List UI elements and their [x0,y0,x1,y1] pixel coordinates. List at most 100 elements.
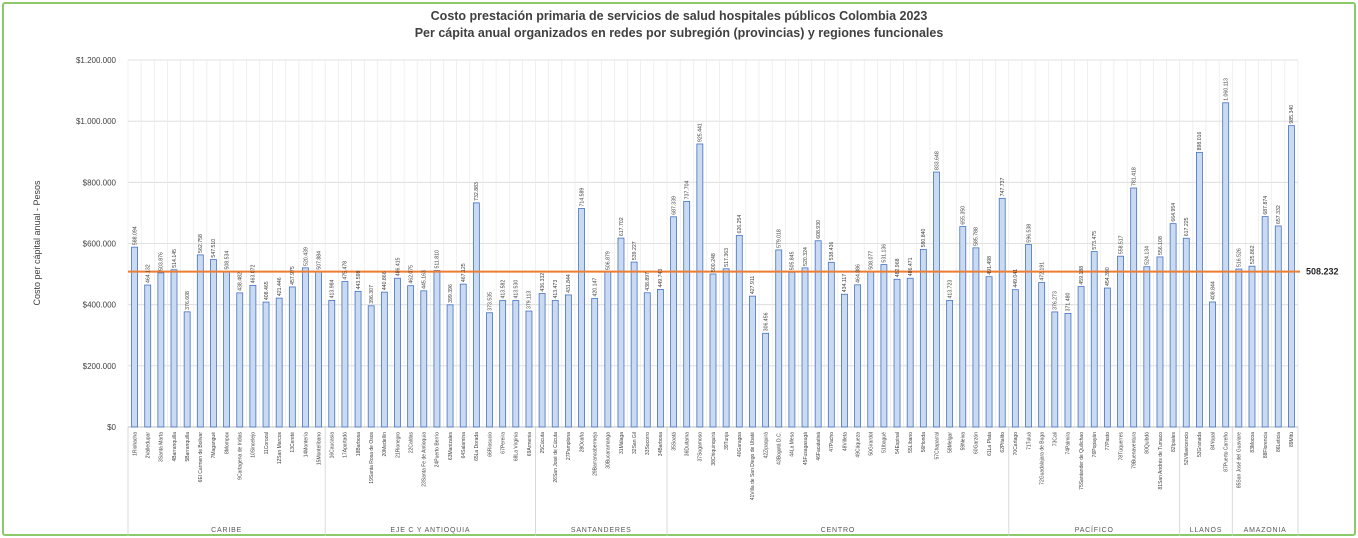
category-label: 75Santander de Quilichao [1079,432,1085,490]
value-label: 617.702 [619,217,625,236]
y-tick-label: $1.200.000 [76,56,117,65]
bar [564,294,572,428]
value-label: 449.743 [658,269,664,288]
bar [472,202,480,428]
value-label: 420.147 [592,278,598,297]
bar [407,285,415,428]
value-label: 781.418 [1131,167,1137,186]
value-label: 464.886 [855,264,861,283]
value-label: 467.125 [461,263,467,282]
category-label: 35Soatá [671,432,677,451]
bar [1288,125,1295,428]
bar [1182,237,1190,428]
category-label: 41Villa de San Diego de Ubaté [750,432,756,501]
category-label: 55Líbano [908,432,914,453]
category-label: 32San Gil [632,432,638,454]
value-label: 396.307 [369,285,375,304]
y-tick-label: $200.000 [83,362,117,371]
bar [499,300,507,428]
value-label: 573.475 [1092,231,1098,250]
value-label: 579.018 [777,229,783,248]
category-label: 77Pasto [1105,432,1111,451]
bar [1169,223,1177,428]
value-label: 413.530 [514,280,520,299]
category-label: 31Málaga [619,432,625,454]
value-label: 454.390 [1105,267,1111,286]
category-label: 23Santa Fe de Antioquia [422,432,428,487]
bar [801,267,809,428]
category-label: 7Magangué [211,432,217,459]
value-label: 482.968 [895,258,901,277]
value-label: 520.439 [303,247,309,266]
category-label: 50Girardot [869,431,875,455]
category-label: 1Riohacha [132,432,138,456]
value-label: 486.471 [908,257,914,276]
value-label: 457.975 [290,266,296,285]
value-label: 562.758 [198,234,204,253]
category-label: 49Cáqueza [855,432,861,458]
bar [722,268,730,428]
bar [946,300,954,428]
category-label: 47Pacho [829,432,835,452]
category-label: 6El Carmen de Bolívar [198,432,204,483]
category-label: 37Sogamoso [698,432,704,462]
category-label: 66Riosucio [487,432,493,457]
bar [1156,256,1164,428]
gridlines [127,59,1299,536]
value-label: 580.840 [921,228,927,247]
value-label: 985.340 [1289,105,1295,124]
value-label: 443.598 [356,270,362,289]
category-label: 15Montelíbano [316,432,322,465]
value-label: 547.510 [211,239,217,258]
category-label: 33Socorro [645,432,651,455]
group-label: LLANOS [1190,527,1222,534]
bar [906,277,914,428]
category-label: 43Bogotá D.C. [777,432,783,465]
value-label: 714.589 [579,188,585,207]
bar [380,291,388,428]
group-label: EJE C Y ANTIOQUIA [390,527,470,534]
bar [196,254,204,428]
bar [1038,282,1046,428]
value-label: 459.188 [1079,266,1085,285]
bar [275,297,283,428]
bar [1077,286,1085,428]
value-label: 464.132 [146,264,152,283]
bars [128,102,1300,428]
category-label: 67Pereira [500,432,506,454]
value-label: 732.883 [474,182,480,201]
bar [709,273,717,428]
category-label: 17Apartadó [343,432,349,458]
category-label: 61La Plata [987,432,993,456]
bar [144,284,152,428]
bar [446,304,454,428]
bar [1011,289,1019,428]
value-label: 475.478 [343,261,349,280]
value-label: 413.723 [947,280,953,299]
category-label: 12San Marcos [277,432,283,465]
bar [1064,312,1072,428]
bar [643,292,651,428]
bar [933,171,940,428]
category-label: 28Ocaña [579,432,585,453]
category-label: 34Barbosa [658,432,664,456]
bar [1130,187,1138,428]
category-label: 54Espinal [895,432,901,454]
value-label: 1.060.113 [1223,78,1229,101]
value-label: 511.810 [435,250,441,268]
value-label: 514.145 [172,249,178,268]
category-label: 59Neiva [961,432,967,451]
value-label: 373.535 [487,292,493,311]
category-label: 79Buenaventura [1131,432,1137,469]
y-axis-label: Costo per cápital anual - Pesos [32,180,42,306]
bar [302,267,309,428]
category-label: 38Chiquinquirá [711,432,717,466]
value-label: 747.737 [1000,177,1006,196]
bar [959,226,967,428]
chart-title: Costo prestación primaria de servicios d… [431,9,928,23]
category-label: 63Manizales [448,432,454,461]
bar [972,247,980,428]
value-label: 508.534 [224,251,230,270]
value-label: 556.108 [1158,236,1164,255]
category-label: 26San José de Cúcuta [553,432,559,483]
